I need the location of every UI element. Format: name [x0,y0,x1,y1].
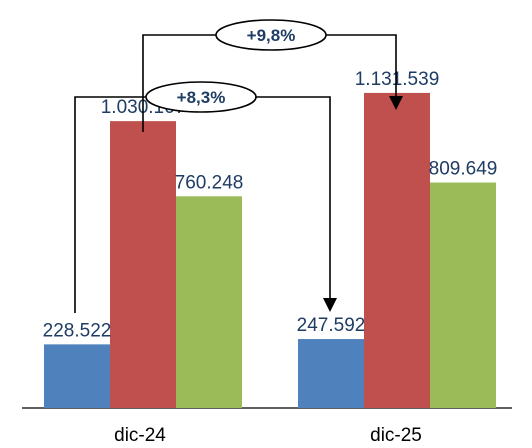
data-label: 809.649 [429,159,498,180]
bar [176,196,242,408]
data-label: 228.522 [43,320,112,341]
bar [430,182,496,408]
bars [44,92,496,408]
x-tick-label: dic-24 [114,425,166,446]
bar [44,344,110,408]
growth-annotation-first: +8,3% [145,81,257,113]
growth-annotation-total: +9,8% [215,19,327,51]
growth-oval [145,81,257,113]
data-label: 247.592 [297,315,366,336]
growth-oval [215,19,327,51]
bar [364,92,430,408]
x-tick-labels: dic-24 dic-25 [114,425,422,446]
arrow-head [323,298,337,312]
arrow-head [389,96,403,110]
data-label: 760.248 [175,172,244,193]
bar [110,121,176,408]
x-tick-label: dic-25 [370,425,422,446]
growth-label: +8,3% [177,88,226,107]
growth-label: +9,8% [247,26,296,45]
data-label: 1.131.539 [355,69,440,90]
bar [298,339,364,408]
